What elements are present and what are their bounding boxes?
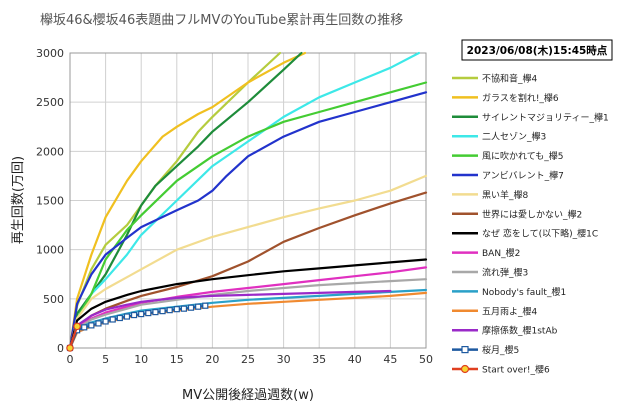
legend-label: 黒い羊_欅8 xyxy=(482,189,529,201)
y-tick-label: 2000 xyxy=(36,145,64,158)
chart-title: 欅坂46&櫻坂46表題曲フルMVのYouTube累計再生回数の推移 xyxy=(40,12,403,28)
series-point xyxy=(202,302,209,309)
legend-label: ガラスを割れ!_欅6 xyxy=(482,92,559,104)
axes: 0 500 1000 1500 2000 2500 3000 0 5 10 15 20 25 30 35 40… xyxy=(36,47,433,366)
legend-label: 桜月_櫻5 xyxy=(482,344,519,356)
series-point xyxy=(73,322,81,331)
legend-label: サイレントマジョリティー_欅1 xyxy=(482,112,609,123)
series-point xyxy=(166,307,173,314)
y-tick-label: 2500 xyxy=(36,96,64,109)
legend-label: 不協和音_欅4 xyxy=(482,73,538,85)
series-point xyxy=(195,303,202,310)
x-tick-label: 50 xyxy=(419,353,433,366)
y-tick-label: 1500 xyxy=(36,195,64,208)
series-line-1 xyxy=(68,51,307,350)
legend-label: アンビバレント_欅7 xyxy=(482,171,564,182)
series-line-9 xyxy=(68,266,428,350)
x-axis-label: MV公開後経過週数(w) xyxy=(182,388,314,403)
y-tick-label: 500 xyxy=(43,293,64,306)
legend: 不協和音_欅4 ガラスを割れ!_欅6 サイレントマジョリティー_欅1 二人セゾン_欅3… xyxy=(452,73,609,376)
series-point xyxy=(173,306,180,313)
x-tick-label: 30 xyxy=(277,353,291,366)
x-tick-label: 35 xyxy=(312,353,326,366)
series-line-4 xyxy=(68,81,428,350)
series-point xyxy=(66,344,74,352)
series-point xyxy=(180,305,188,312)
timestamp: 2023/06/08(木)15:45時点 xyxy=(467,44,608,57)
series-group xyxy=(66,51,428,352)
series-point xyxy=(88,322,95,329)
x-tick-label: 25 xyxy=(241,353,255,366)
series-point xyxy=(95,320,102,327)
x-tick-label: 0 xyxy=(67,353,74,366)
legend-label: BAN_櫻2 xyxy=(482,247,520,259)
y-tick-label: 1000 xyxy=(36,244,64,257)
legend-label: 流れ弾_櫻3 xyxy=(482,267,528,279)
series-point xyxy=(116,314,123,322)
legend-marker xyxy=(461,346,469,354)
series-point xyxy=(145,309,152,317)
x-tick-label: 20 xyxy=(205,353,219,366)
series-line-3 xyxy=(68,51,420,350)
legend-label: 世界には愛しかない_欅2 xyxy=(482,208,582,220)
y-axis-label: 再生回数(万回) xyxy=(11,156,26,244)
series-line-8 xyxy=(68,258,428,350)
y-tick-label: 0 xyxy=(57,342,64,355)
y-tick-label: 3000 xyxy=(36,47,64,60)
series-point xyxy=(123,313,131,320)
legend-marker xyxy=(460,364,470,374)
x-tick-label: 45 xyxy=(383,353,397,366)
series-line-6 xyxy=(68,174,428,350)
legend-label: なぜ 恋をして(以下略)_櫻1C xyxy=(482,228,598,240)
legend-label: 摩擦係数_櫻1stAb xyxy=(482,325,558,337)
x-tick-label: 15 xyxy=(170,353,184,366)
series-point xyxy=(187,304,195,311)
legend-label: Nobody's fault_櫻1 xyxy=(482,286,566,298)
legend-label: 風に吹かれても_欅5 xyxy=(482,150,564,162)
x-tick-label: 10 xyxy=(134,353,148,366)
series-line-13 xyxy=(68,289,392,350)
series-point xyxy=(138,310,145,318)
plot-frame xyxy=(69,52,427,349)
x-tick-label: 5 xyxy=(102,353,109,366)
series-point xyxy=(159,308,166,315)
series-line-5 xyxy=(68,91,428,350)
series-point xyxy=(102,318,109,325)
legend-label: Start over!_櫻6 xyxy=(482,364,550,376)
series-point xyxy=(109,316,116,323)
series-point xyxy=(130,311,138,319)
series-line-11 xyxy=(68,288,428,350)
timestamp-box: 2023/06/08(木)15:45時点 xyxy=(461,39,613,61)
legend-label: 二人セゾン_欅3 xyxy=(482,132,546,143)
x-tick-label: 40 xyxy=(348,353,362,366)
legend-label: 五月雨よ_櫻4 xyxy=(482,305,538,317)
series-point xyxy=(81,324,88,331)
series-point xyxy=(152,309,159,316)
